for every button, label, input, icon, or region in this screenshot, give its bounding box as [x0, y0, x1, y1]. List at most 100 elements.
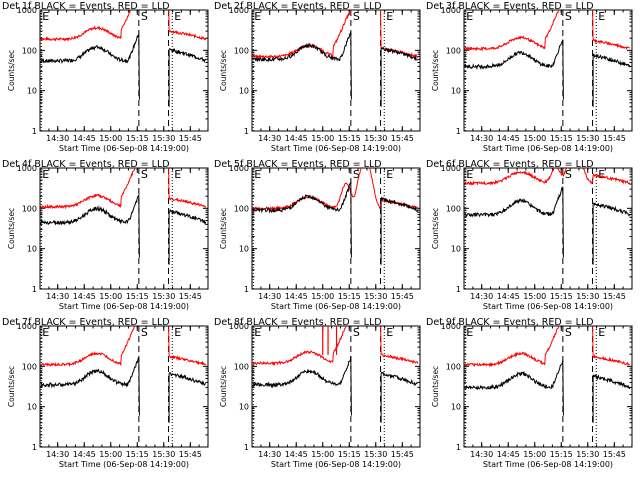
x-tick-label: 15:15 [338, 450, 361, 459]
y-tick-label: 10 [27, 403, 37, 412]
y-axis-label: Counts/sec [7, 50, 16, 91]
plot-area [252, 326, 419, 423]
start-marker-label: E [254, 10, 261, 23]
y-tick-label: 1 [32, 127, 37, 136]
x-tick-label: 15:15 [550, 292, 573, 301]
x-tick-label: 14:45 [497, 450, 520, 459]
y-tick-label: 1000 [17, 164, 37, 173]
y-tick-label: 10 [239, 245, 249, 254]
end-marker-label: E [174, 168, 181, 181]
y-tick-label: 100 [22, 204, 37, 213]
y-tick-label: 1000 [441, 322, 461, 331]
x-tick-label: 14:30 [258, 450, 281, 459]
events-series-line [40, 34, 140, 100]
panel-title: Det 3f BLACK = Events, RED = LLD [426, 1, 594, 12]
y-tick-label: 1 [244, 443, 249, 452]
plot-area [40, 168, 207, 265]
x-tick-label: 14:45 [497, 134, 520, 143]
x-tick-label: 15:30 [576, 450, 599, 459]
lld-series-line [464, 168, 631, 187]
lld-series-line [40, 326, 207, 368]
y-tick-label: 1 [32, 443, 37, 452]
plot-frame [251, 9, 421, 132]
y-tick-label: 1 [456, 127, 461, 136]
x-tick-label: 15:30 [152, 134, 175, 143]
y-axis-label: Counts/sec [219, 50, 228, 91]
panel-title: Det 8f BLACK = Events, RED = LLD [214, 317, 382, 328]
end-marker-label: E [386, 10, 393, 23]
events-series-line [592, 53, 631, 107]
events-series-line [464, 39, 564, 100]
panel-title: Det 7f BLACK = Events, RED = LLD [2, 317, 170, 328]
lld-series-line [40, 168, 207, 210]
x-tick-label: 14:45 [285, 450, 308, 459]
events-series-line [40, 193, 140, 258]
saa-marker-label: S [353, 168, 360, 181]
events-series-line [380, 371, 418, 423]
y-axis-label: Counts/sec [431, 366, 440, 407]
panel-title: Det 1f BLACK = Events, RED = LLD [2, 1, 170, 12]
events-series-line [168, 372, 207, 423]
y-tick-label: 100 [234, 362, 249, 371]
end-marker-label: E [598, 168, 605, 181]
events-series-line [592, 202, 631, 265]
y-axis-label: Counts/sec [7, 208, 16, 249]
y-tick-label: 10 [239, 403, 249, 412]
y-axis-label: Counts/sec [219, 208, 228, 249]
x-axis-label: Start Time (06-Sep-08 14:19:00) [483, 302, 613, 311]
end-marker-label: E [598, 326, 605, 339]
y-tick-label: 1000 [229, 6, 249, 15]
saa-marker-label: S [141, 326, 148, 339]
x-tick-label: 15:00 [99, 292, 122, 301]
plot-frame [463, 325, 633, 448]
lld-series-line [40, 10, 207, 42]
x-tick-label: 15:00 [523, 450, 546, 459]
x-tick-label: 14:30 [470, 450, 493, 459]
x-tick-label: 14:30 [46, 292, 69, 301]
x-tick-label: 15:15 [338, 134, 361, 143]
x-tick-label: 14:30 [46, 134, 69, 143]
y-tick-label: 10 [451, 245, 461, 254]
plot-frame [39, 325, 209, 448]
chart-panel: Det 2f BLACK = Events, RED = LLD 1 10 100 10… [214, 1, 421, 153]
start-marker-label: E [466, 168, 473, 181]
chart-panel: Det 1f BLACK = Events, RED = LLD 1 10 100 10… [2, 1, 209, 153]
end-marker-label: E [386, 168, 393, 181]
start-marker-label: E [42, 10, 49, 23]
x-tick-label: 15:45 [391, 450, 414, 459]
x-tick-label: 15:30 [364, 292, 387, 301]
end-marker-label: E [174, 326, 181, 339]
panel-title: Det 9f BLACK = Events, RED = LLD [426, 317, 594, 328]
plot-area [252, 10, 418, 107]
plot-frame [463, 9, 633, 132]
x-tick-label: 15:00 [311, 292, 334, 301]
y-axis-label: Counts/sec [431, 50, 440, 91]
x-tick-label: 14:45 [73, 292, 96, 301]
chart-panel: Det 9f BLACK = Events, RED = LLD 1 10 100 10… [426, 317, 633, 469]
x-tick-label: 14:45 [73, 450, 96, 459]
chart-panel: Det 3f BLACK = Events, RED = LLD 1 10 100 10… [426, 1, 633, 153]
panel-title: Det 5f BLACK = Events, RED = LLD [214, 159, 382, 170]
events-series-line [464, 186, 564, 258]
saa-marker-label: S [565, 10, 572, 23]
x-tick-label: 15:15 [338, 292, 361, 301]
events-series-line [252, 180, 352, 258]
y-tick-label: 1000 [441, 6, 461, 15]
saa-marker-label: S [565, 168, 572, 181]
y-tick-label: 1000 [17, 322, 37, 331]
x-tick-label: 14:45 [73, 134, 96, 143]
y-tick-label: 100 [234, 204, 249, 213]
x-tick-label: 15:45 [179, 450, 202, 459]
x-tick-label: 15:45 [179, 134, 202, 143]
x-tick-label: 15:15 [550, 134, 573, 143]
y-tick-label: 100 [22, 362, 37, 371]
x-tick-label: 15:45 [603, 450, 626, 459]
panel-title: Det 2f BLACK = Events, RED = LLD [214, 1, 382, 12]
end-marker-label: E [174, 10, 181, 23]
x-axis-label: Start Time (06-Sep-08 14:19:00) [59, 144, 189, 153]
start-marker-label: E [254, 168, 261, 181]
x-axis-label: Start Time (06-Sep-08 14:19:00) [483, 144, 613, 153]
plot-area [464, 168, 631, 265]
y-tick-label: 1 [32, 285, 37, 294]
x-tick-label: 14:30 [46, 450, 69, 459]
